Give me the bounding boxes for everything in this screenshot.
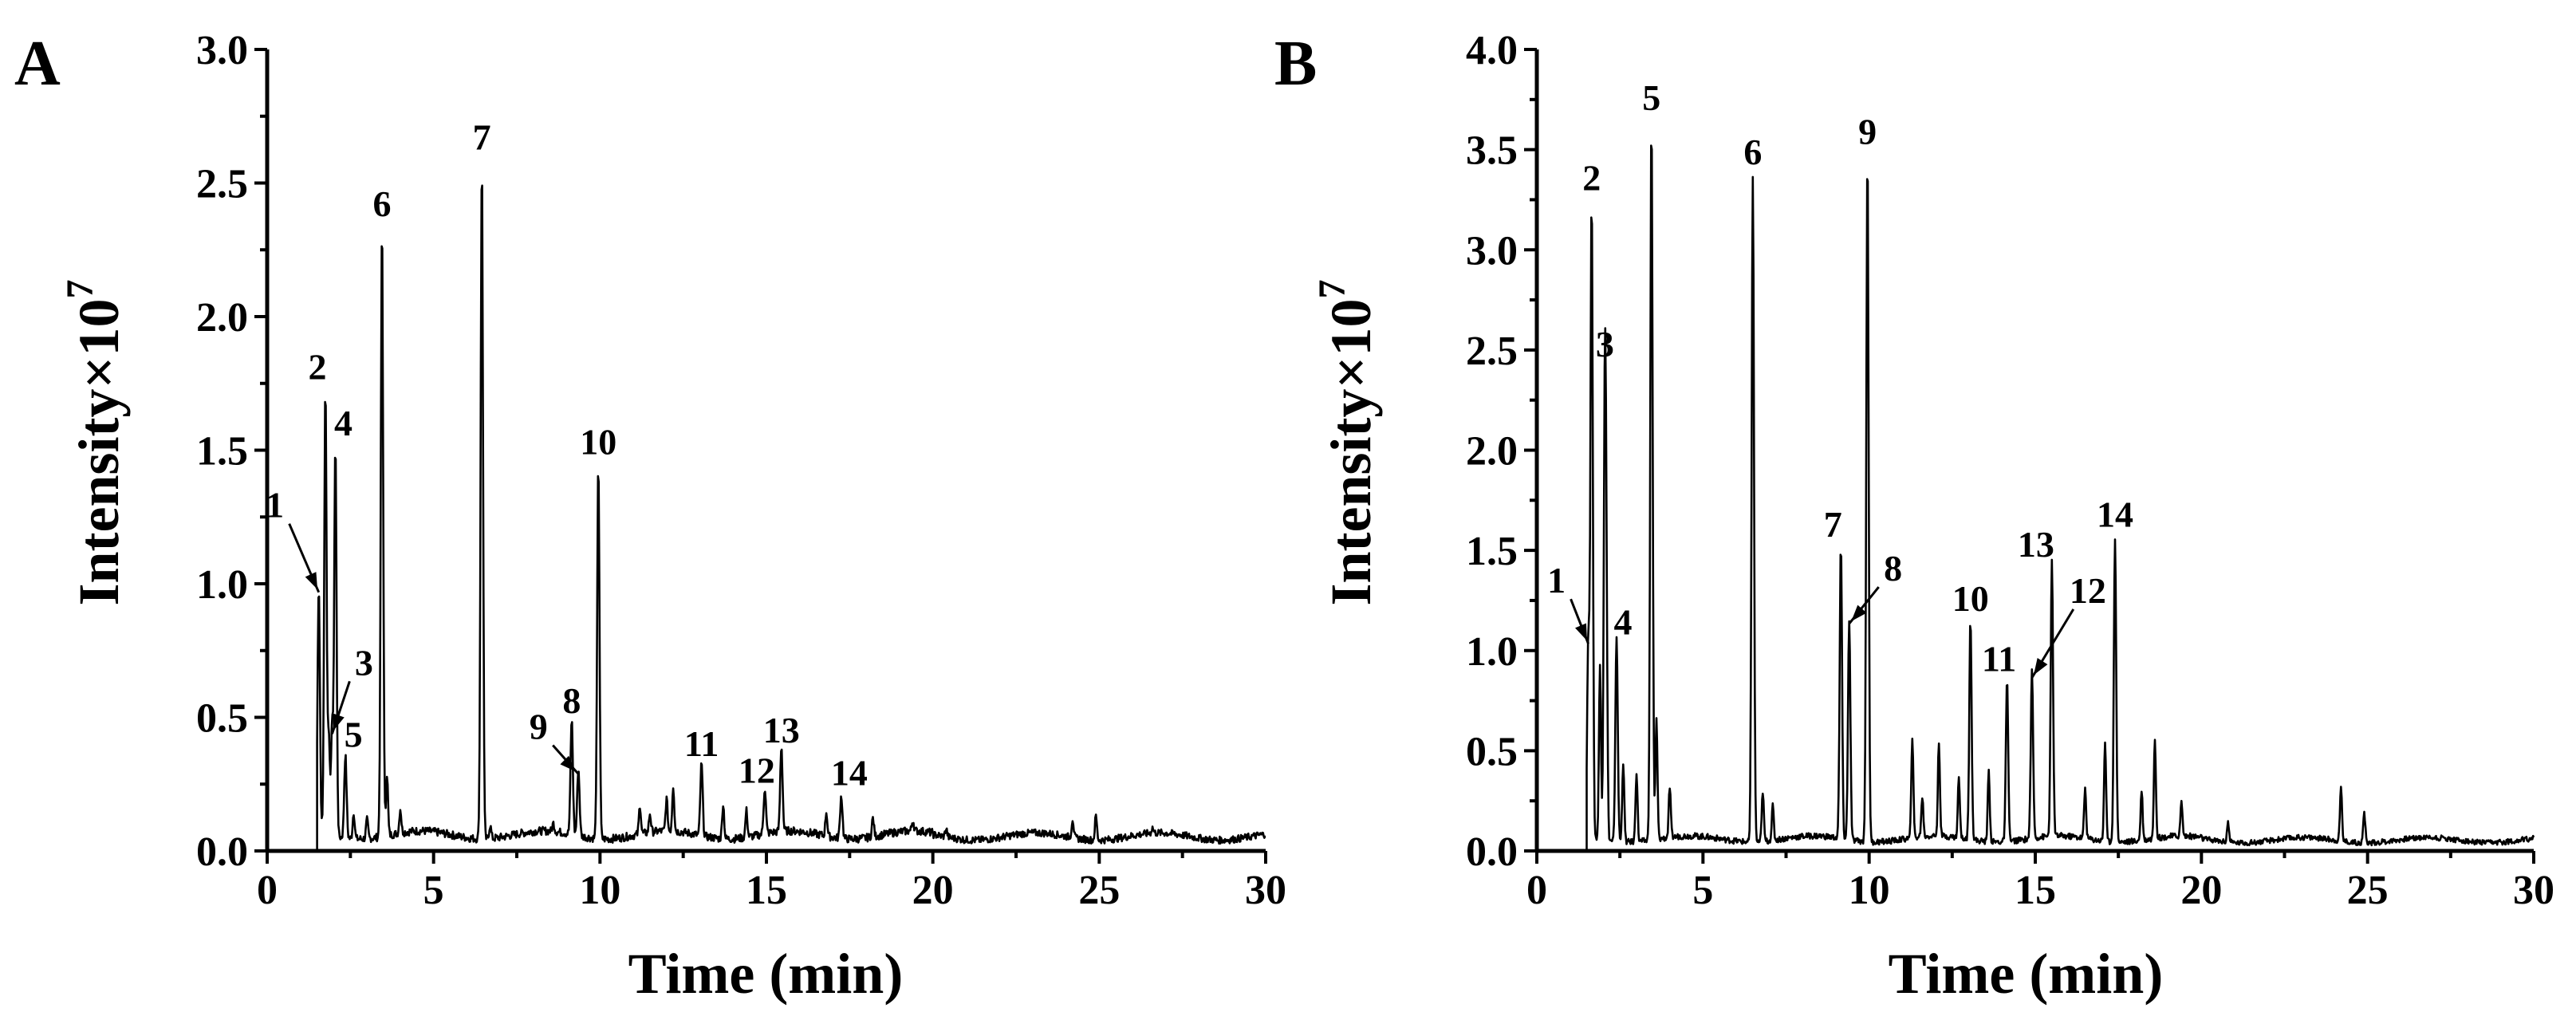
peak-arrowhead-b xyxy=(2033,658,2048,675)
peak-label-a-8: 8 xyxy=(562,680,581,721)
y-axis-label-a: Intensity×10 xyxy=(67,298,131,605)
peak-label-b-11: 11 xyxy=(1982,638,2016,679)
y-tick-label-b: 0.5 xyxy=(1466,729,1518,774)
peak-label-b-2: 2 xyxy=(1582,157,1601,198)
y-tick-label-a: 1.5 xyxy=(196,429,248,475)
peak-arrowhead-a xyxy=(305,572,318,590)
svg-text:Intensity×107: Intensity×107 xyxy=(59,279,131,605)
x-tick-label-a: 5 xyxy=(423,868,444,913)
peak-arrowhead-a xyxy=(560,755,577,772)
peak-label-a-11: 11 xyxy=(684,723,719,764)
panel-b: B Intensity×107 Time (min) 0 5 10 15 20 25 300… xyxy=(1274,28,2554,1006)
peak-arrowhead-b xyxy=(1575,623,1588,641)
x-axis-title-a: Time (min) xyxy=(628,942,904,1006)
peak-label-a-12: 12 xyxy=(739,750,775,790)
y-tick-label-b: 2.0 xyxy=(1466,429,1518,475)
x-tick-label-a: 10 xyxy=(579,868,620,913)
peak-label-b-8: 8 xyxy=(1884,548,1902,589)
peak-arrowhead-b xyxy=(1851,605,1867,622)
peak-label-a-14: 14 xyxy=(831,753,868,794)
x-tick-label-b: 0 xyxy=(1526,868,1547,913)
panel-label-b: B xyxy=(1274,29,1317,99)
x-tick-label-a: 25 xyxy=(1078,868,1120,913)
y-tick-label-b: 1.5 xyxy=(1466,529,1518,574)
y-tick-label-a: 2.0 xyxy=(196,295,248,341)
x-tick-label-b: 20 xyxy=(2180,868,2222,913)
y-axis-title-a: Intensity×107 xyxy=(59,279,131,605)
y-tick-label-b: 3.0 xyxy=(1466,228,1518,274)
peak-label-a-3: 3 xyxy=(355,642,373,683)
y-tick-label-a: 3.0 xyxy=(196,28,248,73)
y-tick-label-b: 3.5 xyxy=(1466,128,1518,174)
x-tick-label-a: 20 xyxy=(912,868,954,913)
peak-label-b-7: 7 xyxy=(1824,504,1842,545)
peak-label-b-12: 12 xyxy=(2070,570,2106,611)
x-tick-label-b: 25 xyxy=(2347,868,2389,913)
x-tick-label-b: 10 xyxy=(1849,868,1890,913)
y-tick-label-b: 4.0 xyxy=(1466,28,1518,73)
peak-label-b-5: 5 xyxy=(1642,77,1660,118)
peak-label-a-6: 6 xyxy=(372,183,391,224)
y-tick-label-a: 0.0 xyxy=(196,829,248,875)
peak-label-a-1: 1 xyxy=(266,485,284,526)
y-axis-exponent-a: 7 xyxy=(59,279,101,298)
peak-label-a-9: 9 xyxy=(530,707,548,747)
peak-label-b-13: 13 xyxy=(2018,524,2054,565)
peak-label-a-2: 2 xyxy=(309,346,327,387)
peak-label-a-5: 5 xyxy=(345,714,363,754)
y-tick-label-b: 1.0 xyxy=(1466,629,1518,675)
peak-label-b-14: 14 xyxy=(2097,494,2133,535)
peak-label-b-6: 6 xyxy=(1743,132,1762,172)
y-tick-label-a: 0.5 xyxy=(196,696,248,742)
panel-a: A Intensity×107 Time (min) 0 5 10 15 20 25 300… xyxy=(14,28,1286,1006)
peak-label-a-4: 4 xyxy=(334,403,353,443)
chromatogram-trace-b xyxy=(1537,144,2535,853)
y-tick-label-a: 1.0 xyxy=(196,562,248,608)
peak-label-b-4: 4 xyxy=(1614,602,1633,643)
x-axis-title-b: Time (min) xyxy=(1889,942,2164,1006)
x-tick-label-b: 5 xyxy=(1692,868,1713,913)
y-axis-exponent-b: 7 xyxy=(1311,279,1353,298)
x-tick-label-b: 30 xyxy=(2513,868,2554,913)
peak-label-b-1: 1 xyxy=(1547,560,1566,601)
peak-label-a-7: 7 xyxy=(473,116,491,157)
peak-arrowhead-a xyxy=(333,713,345,731)
chromatogram-trace-a xyxy=(267,184,1266,853)
y-axis-label-b: Intensity×10 xyxy=(1319,298,1383,605)
peak-label-b-10: 10 xyxy=(1952,578,1989,619)
y-tick-label-b: 2.5 xyxy=(1466,329,1518,374)
y-tick-label-b: 0.0 xyxy=(1466,829,1518,875)
x-tick-label-a: 0 xyxy=(257,868,278,913)
y-tick-label-a: 2.5 xyxy=(196,162,248,207)
x-tick-label-b: 15 xyxy=(2015,868,2056,913)
x-tick-label-a: 15 xyxy=(746,868,787,913)
x-tick-label-a: 30 xyxy=(1245,868,1286,913)
peak-label-a-10: 10 xyxy=(580,421,616,462)
peak-label-b-3: 3 xyxy=(1596,324,1614,364)
svg-text:Intensity×107: Intensity×107 xyxy=(1311,279,1383,605)
y-axis-title-b: Intensity×107 xyxy=(1311,279,1383,605)
peak-label-b-9: 9 xyxy=(1858,112,1877,152)
panel-label-a: A xyxy=(14,29,61,99)
peak-label-a-13: 13 xyxy=(763,710,800,750)
